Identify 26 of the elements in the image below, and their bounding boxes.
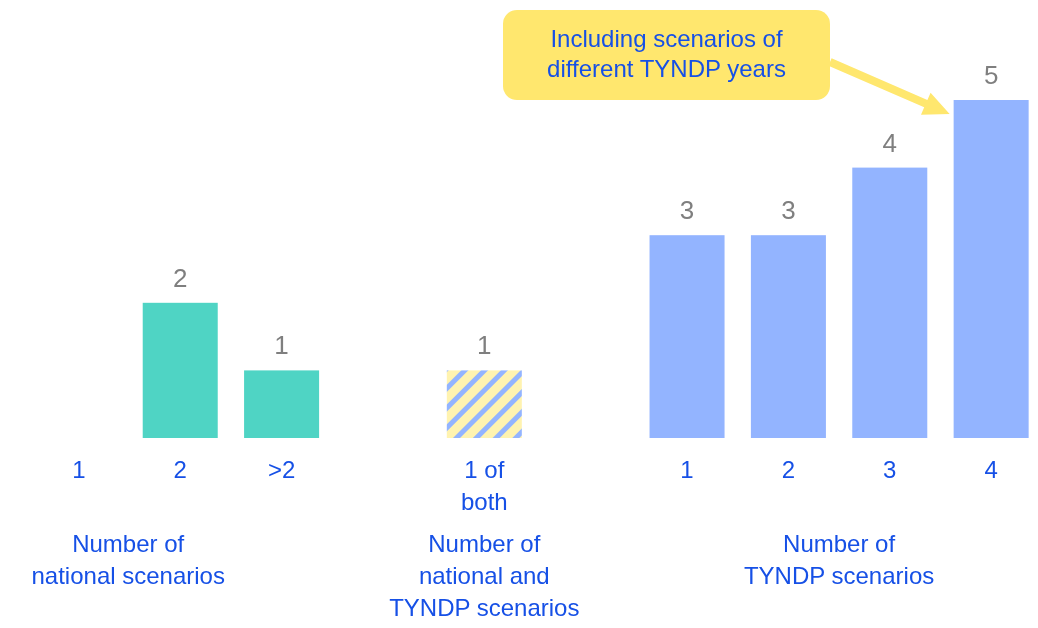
data-label: 5 [983, 60, 999, 90]
data-label: 4 [882, 127, 898, 158]
bar [649, 235, 725, 438]
data-label: 2 [172, 262, 188, 293]
x-tick-label: 4 [984, 456, 998, 483]
bar [953, 100, 1029, 438]
text: Including scenarios of different TYNDP years [547, 25, 786, 82]
x-tick-label: >2 [267, 456, 296, 483]
text: Number of national and TYNDP scenarios [389, 530, 580, 621]
bar [852, 167, 928, 438]
text: Number of TYNDP scenarios [743, 530, 935, 589]
x-tick-label: 1 [72, 456, 86, 483]
x-tick-label: 2 [781, 456, 796, 483]
text: Number of national scenarios [31, 530, 225, 589]
data-label: 3 [679, 195, 695, 226]
data-label: 1 [477, 330, 492, 361]
x-tick-label: 1 of both [460, 456, 508, 515]
bar [750, 235, 826, 438]
bar [446, 370, 522, 438]
data-label: 3 [781, 195, 796, 226]
bar [142, 302, 218, 438]
bar [244, 370, 320, 438]
x-tick-label: 3 [883, 456, 897, 483]
data-label: 1 [274, 330, 289, 361]
x-tick-label: 1 [680, 456, 694, 483]
x-tick-label: 2 [173, 456, 187, 483]
